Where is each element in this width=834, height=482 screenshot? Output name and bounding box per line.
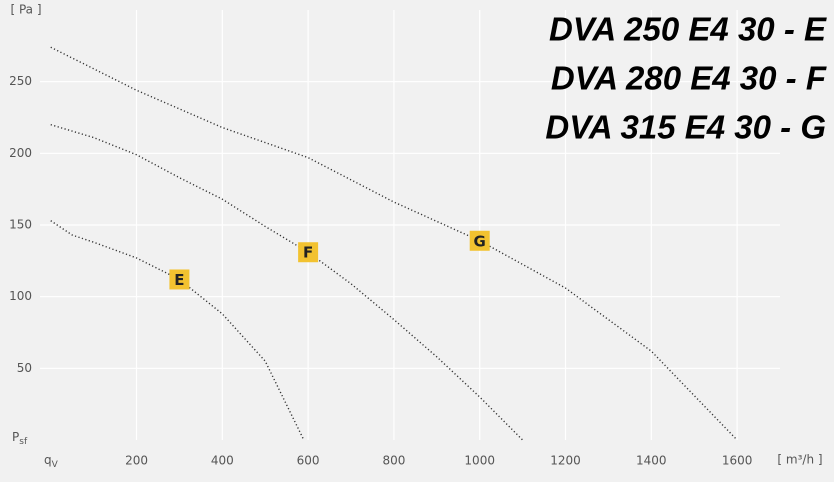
- y-tick-label: 100: [9, 289, 32, 303]
- x-tick-label: 800: [382, 454, 405, 468]
- x-tick-label: 600: [297, 454, 320, 468]
- y-tick-label: 150: [9, 218, 32, 232]
- title-line: DVA 250 E4 30 - E: [549, 11, 827, 48]
- series-tag-box: [169, 269, 190, 290]
- x-tick-label: 1000: [464, 454, 495, 468]
- grid: [40, 10, 780, 440]
- x-tick-label: 1200: [550, 454, 581, 468]
- series-tag: E: [174, 271, 184, 289]
- y-symbol-sub: sf: [19, 437, 28, 447]
- series-tag: G: [474, 232, 486, 250]
- x-tick-label: 1400: [636, 454, 667, 468]
- series-tag-box: [298, 242, 319, 263]
- title-line: DVA 315 E4 30 - G: [545, 109, 826, 146]
- curve: [50, 123, 524, 441]
- curve: [50, 220, 305, 441]
- curve: [50, 46, 738, 441]
- x-tick-label: 400: [211, 454, 234, 468]
- y-axis-label: [ Pa ]: [10, 3, 41, 17]
- x-axis-label: [ m³/h ]: [777, 453, 822, 467]
- y-symbol-main: P: [12, 430, 19, 444]
- y-tick-label: 50: [17, 361, 32, 375]
- title-line: DVA 280 E4 30 - F: [551, 60, 827, 97]
- x-symbol-sub: V: [52, 460, 59, 470]
- x-symbol: qV: [44, 453, 59, 470]
- y-symbol: Psf: [12, 430, 28, 447]
- x-tick-label: 1600: [722, 454, 753, 468]
- series-tag-box: [469, 230, 490, 251]
- x-tick-label: 200: [125, 454, 148, 468]
- x-symbol-main: q: [44, 453, 52, 467]
- series-tag: F: [303, 244, 313, 262]
- y-tick-label: 250: [9, 74, 32, 88]
- y-tick-label: 200: [9, 146, 32, 160]
